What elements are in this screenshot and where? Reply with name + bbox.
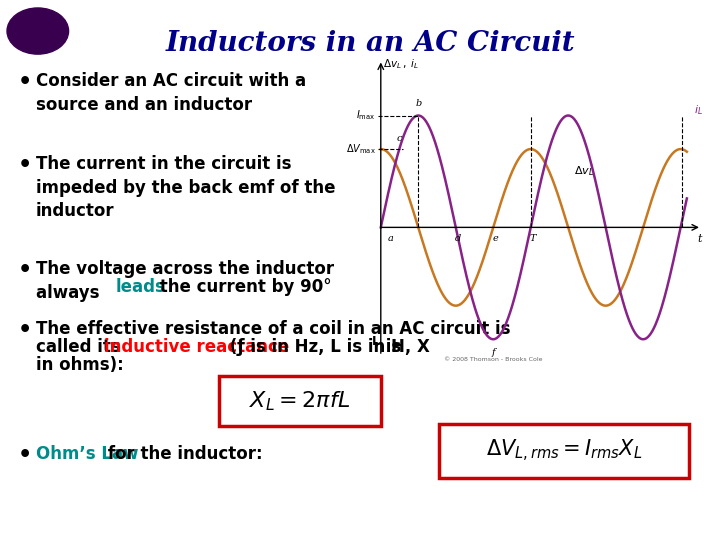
Text: •: • [18, 72, 32, 92]
Text: d: d [455, 234, 462, 243]
Text: $i_L$: $i_L$ [694, 103, 703, 117]
Circle shape [7, 8, 68, 54]
Text: $\Delta V_{L,rms} = I_{rms} X_L$: $\Delta V_{L,rms} = I_{rms} X_L$ [486, 438, 642, 464]
Text: inductive reactance: inductive reactance [104, 338, 289, 356]
Text: leads: leads [116, 278, 166, 296]
Text: $\Delta V_{\rm max}$: $\Delta V_{\rm max}$ [346, 142, 376, 156]
Text: for the inductor:: for the inductor: [102, 445, 263, 463]
Text: $\Delta v_L\,,\ i_L$: $\Delta v_L\,,\ i_L$ [383, 57, 420, 71]
Text: in ohms):: in ohms): [36, 356, 124, 374]
Text: Consider an AC circuit with a
source and an inductor: Consider an AC circuit with a source and… [36, 72, 306, 113]
Text: •: • [18, 320, 32, 340]
FancyBboxPatch shape [219, 376, 381, 426]
Text: © 2008 Thomson - Brooks Cole: © 2008 Thomson - Brooks Cole [444, 356, 542, 362]
Text: T: T [530, 234, 536, 243]
Text: the current by 90°: the current by 90° [154, 278, 332, 296]
Text: Inductors in an AC Circuit: Inductors in an AC Circuit [165, 30, 575, 57]
Text: $X_L = 2\pi fL$: $X_L = 2\pi fL$ [249, 389, 351, 413]
Text: called its: called its [36, 338, 127, 356]
Text: The voltage across the inductor
always: The voltage across the inductor always [36, 260, 334, 302]
Text: •: • [18, 445, 32, 465]
Text: •: • [18, 155, 32, 175]
Text: is: is [380, 338, 401, 356]
Text: c: c [397, 134, 402, 144]
Text: $I_{\rm max}$: $I_{\rm max}$ [356, 109, 376, 123]
Text: t: t [697, 234, 701, 244]
Text: L: L [372, 335, 380, 348]
Text: $\Delta v_L$: $\Delta v_L$ [575, 164, 595, 178]
FancyBboxPatch shape [439, 424, 689, 478]
Text: f: f [492, 348, 495, 357]
Text: (ƒ is in Hz, L is in H, X: (ƒ is in Hz, L is in H, X [224, 338, 430, 356]
Text: The effective resistance of a coil in an AC circuit is: The effective resistance of a coil in an… [36, 320, 510, 338]
Text: •: • [18, 260, 32, 280]
Text: The current in the circuit is
impeded by the back emf of the
inductor: The current in the circuit is impeded by… [36, 155, 336, 220]
Text: a: a [388, 234, 394, 243]
Text: b: b [415, 99, 421, 107]
Text: e: e [493, 234, 499, 243]
Text: Ohm’s Law: Ohm’s Law [36, 445, 138, 463]
